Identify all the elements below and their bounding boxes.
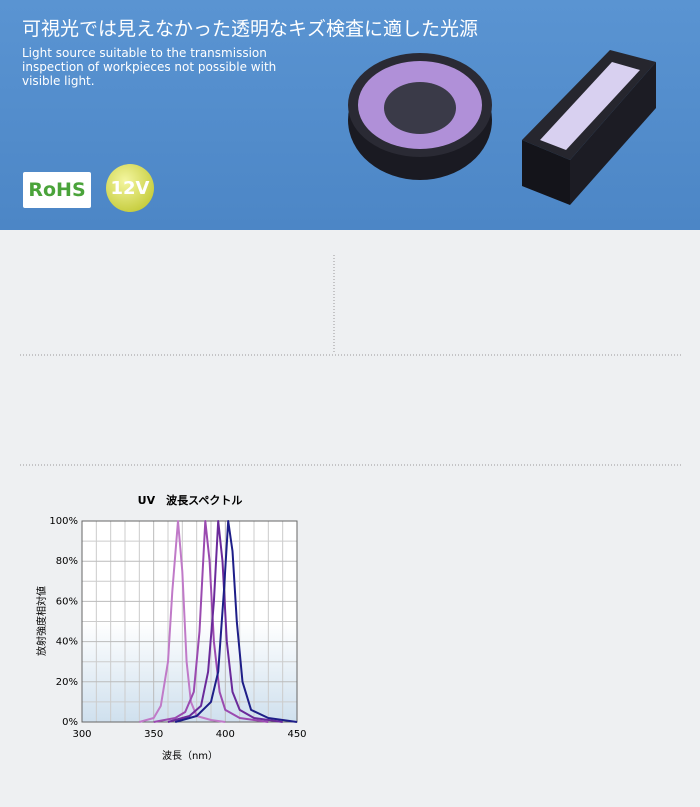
desc-line: visible light. — [22, 74, 95, 88]
rohs-badge: RoHS — [23, 172, 91, 208]
title: 可視光では見えなかった透明なキズ検査に適した光源 — [22, 18, 479, 40]
content — [20, 255, 682, 466]
x-axis-label: 波長（nm） — [162, 749, 218, 762]
voltage-badge: 12V — [106, 164, 154, 212]
y-tick-label: 20% — [56, 677, 78, 688]
spectrum-line — [167, 520, 283, 723]
x-tick-label: 300 — [72, 729, 91, 740]
spectrum-line — [139, 520, 226, 723]
desc-line: Light source suitable to the transmissio… — [22, 46, 267, 60]
spectrum-line — [174, 520, 298, 723]
y-tick-label: 100% — [49, 516, 78, 527]
y-tick-label: 0% — [62, 717, 78, 728]
x-tick-label: 400 — [216, 729, 235, 740]
plot-border — [81, 520, 298, 723]
header: 可視光では見えなかった透明なキズ検査に適した光源 Light source su… — [0, 0, 700, 230]
x-tick-label: 450 — [287, 729, 306, 740]
description: Light source suitable to the transmissio… — [22, 46, 276, 88]
chart-title: UV 波長スペクトル — [138, 493, 243, 507]
x-tick-label: 350 — [144, 729, 163, 740]
y-tick-label: 40% — [56, 637, 78, 648]
product-images — [348, 50, 656, 205]
spectrum-line — [153, 520, 269, 723]
y-tick-label: 80% — [56, 556, 78, 567]
y-axis-label: 放射強度相対値 — [35, 586, 48, 656]
y-tick-label: 60% — [56, 596, 78, 607]
desc-line: inspection of workpieces not possible wi… — [22, 60, 277, 74]
